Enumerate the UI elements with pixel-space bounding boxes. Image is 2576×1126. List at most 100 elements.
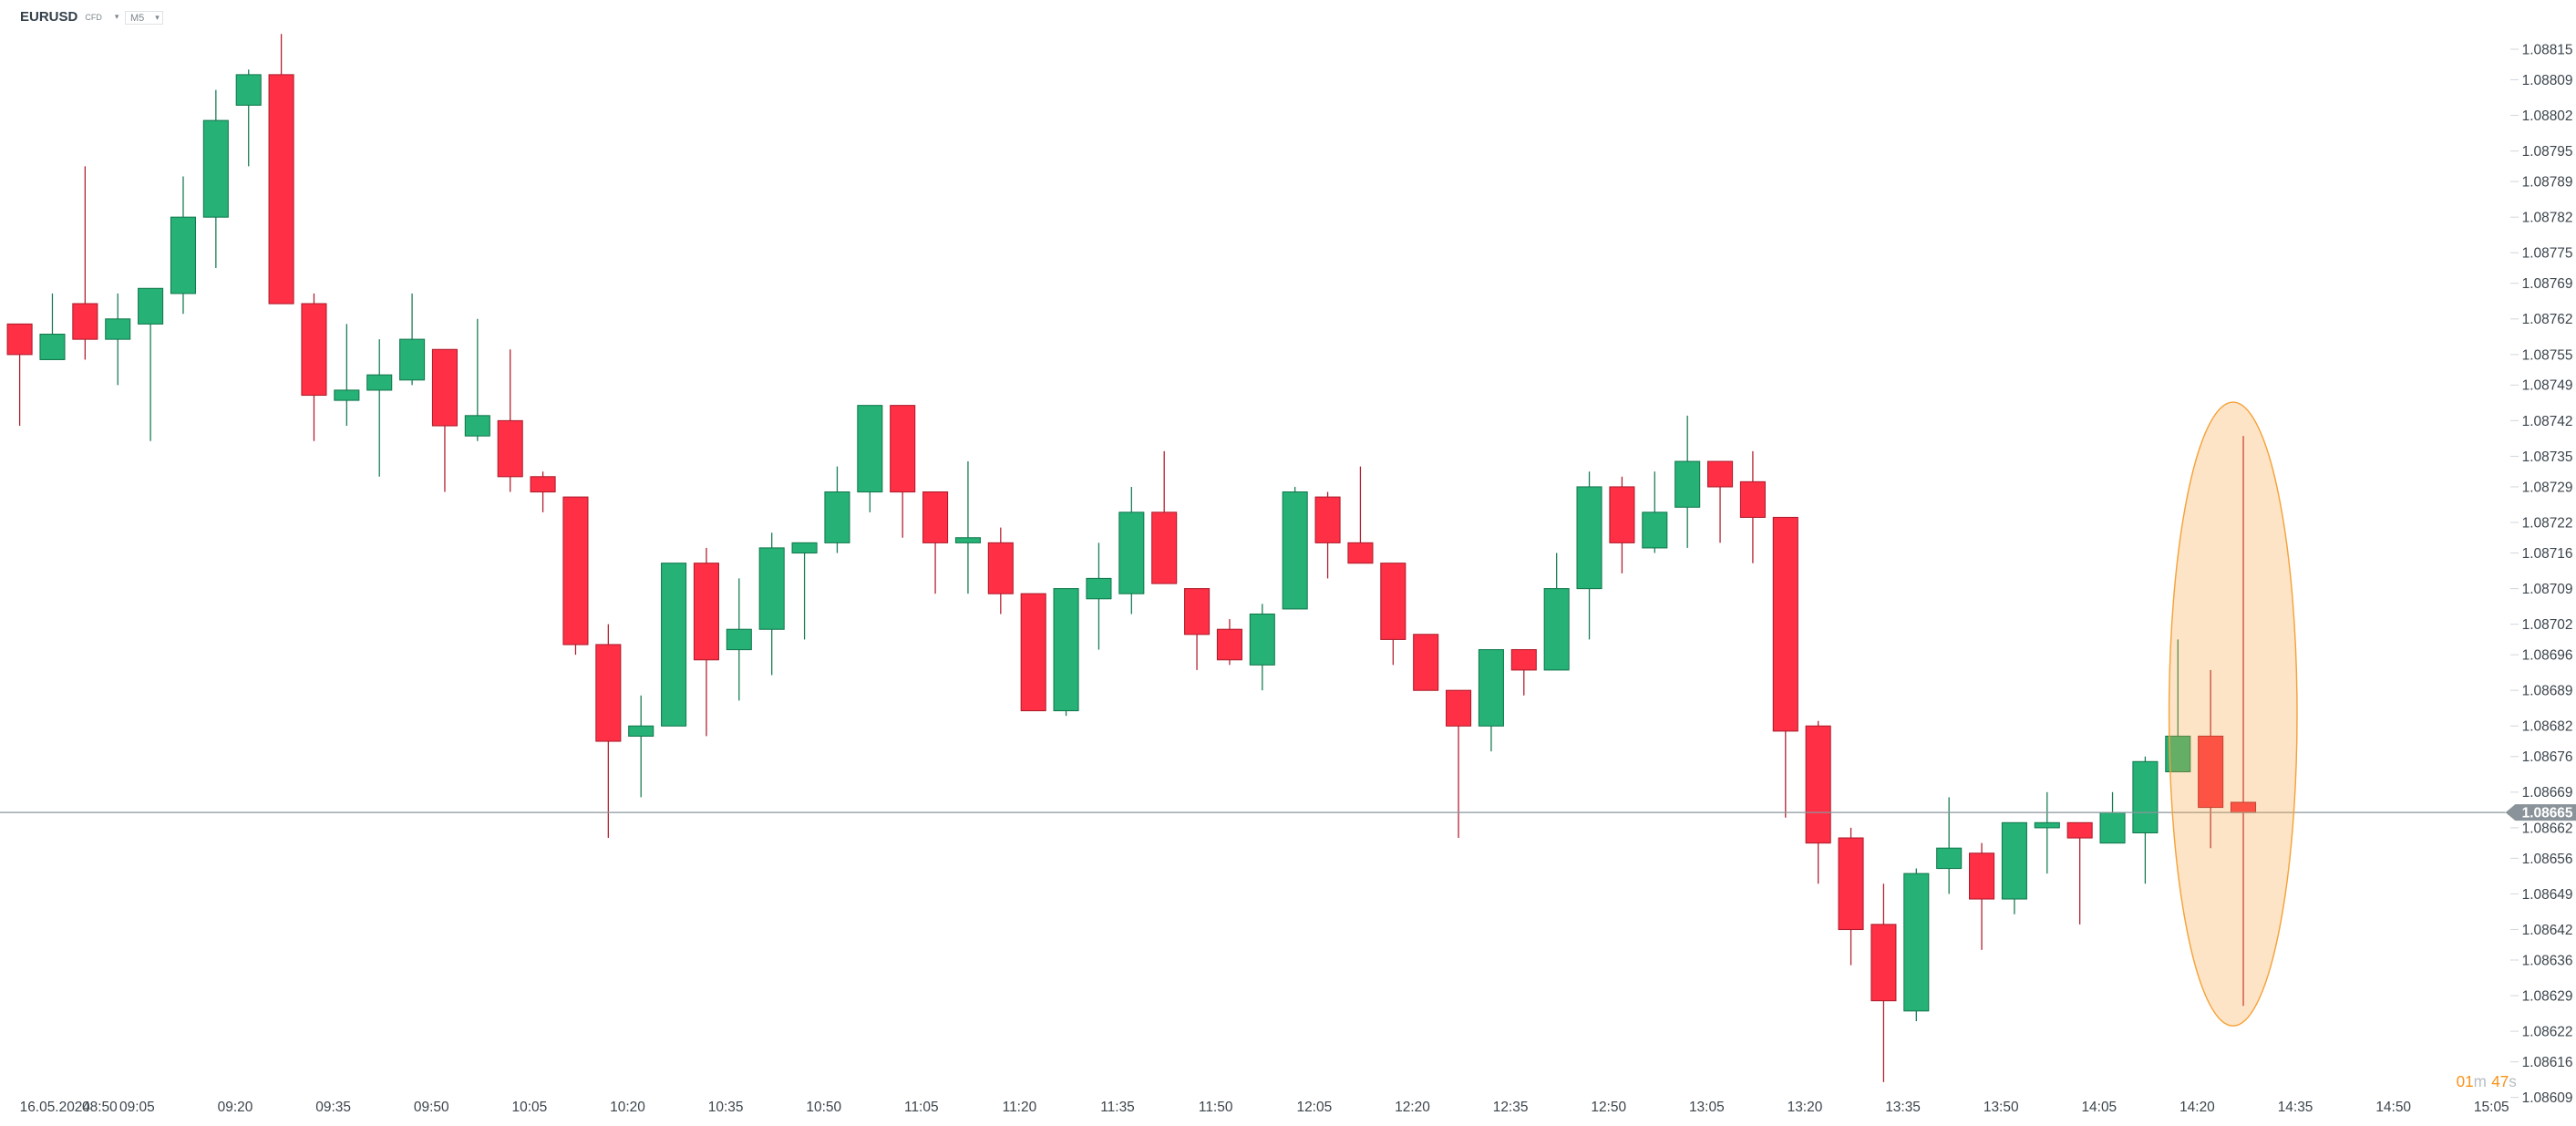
candle-bullish[interactable] — [758, 532, 785, 676]
candle-bullish[interactable] — [399, 293, 426, 386]
price-tick-label: 1.08709 — [2522, 582, 2573, 597]
price-axis[interactable]: 1.08815 1.08809 1.08802 1.08795 1.08789 1.087… — [2510, 42, 2573, 1106]
time-tick-label: 09:50 — [414, 1100, 449, 1115]
candle-bullish[interactable] — [1249, 604, 1275, 691]
candle-bullish[interactable] — [1543, 553, 1570, 671]
candle-bullish[interactable] — [39, 293, 66, 360]
candle-bullish[interactable] — [1576, 471, 1602, 640]
candle-bearish[interactable] — [1969, 842, 1995, 950]
candle-bearish[interactable] — [1739, 450, 1766, 563]
candle-body — [6, 323, 33, 356]
candle-bearish[interactable] — [72, 166, 98, 360]
candle-bullish[interactable] — [1936, 797, 1963, 894]
candle-bullish[interactable] — [1674, 415, 1701, 548]
candle-bullish[interactable] — [857, 405, 883, 512]
candle-bearish[interactable] — [1772, 516, 1798, 818]
candle-bearish[interactable] — [595, 624, 622, 839]
candle-bearish[interactable] — [1609, 476, 1635, 573]
candle-bullish[interactable] — [954, 461, 981, 594]
price-tick-label: 1.08662 — [2522, 821, 2573, 836]
candle-bearish[interactable] — [530, 471, 556, 512]
candle-bearish[interactable] — [1838, 827, 1864, 966]
candle-body — [72, 303, 98, 340]
candle-body — [661, 563, 687, 727]
price-tick-label: 1.08649 — [2522, 887, 2573, 903]
candle-bullish[interactable] — [2132, 756, 2159, 884]
candle-bearish[interactable] — [1870, 883, 1897, 1082]
candle-bearish[interactable] — [1020, 593, 1046, 712]
candle-bullish[interactable] — [366, 339, 393, 477]
candle-bullish[interactable] — [2165, 639, 2191, 773]
candle-bearish[interactable] — [562, 496, 589, 656]
candle-bearish[interactable] — [6, 323, 33, 426]
candle-bearish[interactable] — [1184, 588, 1211, 670]
candle-bearish[interactable] — [1446, 689, 1472, 839]
candle-bearish[interactable] — [1216, 619, 1242, 666]
candle-bearish[interactable] — [431, 348, 459, 492]
candle-bearish[interactable] — [2198, 669, 2224, 849]
time-tick-label: 10:35 — [708, 1100, 744, 1115]
candle-bullish[interactable] — [202, 89, 229, 268]
candle-bullish[interactable] — [2034, 791, 2060, 874]
candle-bullish[interactable] — [1478, 649, 1504, 752]
candle-bullish[interactable] — [1642, 471, 1668, 553]
candle-body — [1282, 491, 1308, 610]
candles-layer — [6, 34, 2257, 1082]
candle-bearish[interactable] — [693, 547, 719, 737]
candle-bullish[interactable] — [1053, 588, 1079, 717]
candle-body — [1216, 628, 1242, 661]
candle-body — [2001, 821, 2027, 900]
candle-bearish[interactable] — [1314, 491, 1341, 579]
time-tick-label: 13:20 — [1788, 1100, 1823, 1115]
candle-bearish[interactable] — [301, 293, 327, 441]
candle-bullish[interactable] — [105, 293, 131, 386]
candle-bullish[interactable] — [661, 563, 687, 727]
time-tick-label: 13:05 — [1689, 1100, 1725, 1115]
candle-body — [1936, 847, 1963, 870]
candle-bearish[interactable] — [1380, 563, 1406, 666]
candle-bullish[interactable] — [791, 542, 818, 640]
candle-body — [2132, 760, 2159, 834]
highlight-ellipse-annotation[interactable] — [2168, 401, 2298, 1027]
candle-body — [1543, 588, 1570, 671]
candle-bullish[interactable] — [170, 176, 197, 315]
candle-bearish[interactable] — [1413, 634, 1439, 691]
candle-bullish[interactable] — [726, 578, 752, 701]
candle-bullish[interactable] — [464, 318, 490, 441]
timeframe-dropdown[interactable]: M5 ▾ — [125, 11, 163, 25]
candle-bearish[interactable] — [1707, 460, 1734, 543]
candle-bullish[interactable] — [1903, 868, 1930, 1021]
candle-bullish[interactable] — [2099, 791, 2126, 844]
candle-body — [105, 318, 131, 340]
candle-bearish[interactable] — [1510, 649, 1537, 696]
symbol-selector[interactable]: EURUSD CFD ▾ — [20, 9, 118, 25]
candle-bearish[interactable] — [922, 491, 949, 594]
candle-bearish[interactable] — [987, 527, 1014, 615]
candle-bullish[interactable] — [1282, 486, 1308, 610]
candle-bullish[interactable] — [235, 69, 262, 167]
candle-body — [1642, 511, 1668, 549]
candle-bullish[interactable] — [1118, 486, 1145, 615]
candle-bearish[interactable] — [1805, 720, 1831, 884]
candle-bearish[interactable] — [890, 405, 916, 538]
time-tick-label: 09:05 — [119, 1100, 155, 1115]
candle-bullish[interactable] — [824, 466, 850, 553]
candle-bearish[interactable] — [497, 349, 523, 492]
candle-bearish[interactable] — [1347, 466, 1374, 564]
price-tick-label: 1.08669 — [2522, 785, 2573, 801]
candle-bullish[interactable] — [334, 324, 360, 426]
candle-bearish[interactable] — [1151, 450, 1178, 584]
time-tick-label: 10:05 — [512, 1100, 548, 1115]
chevron-down-icon: ▾ — [114, 12, 119, 21]
candle-bullish[interactable] — [138, 287, 164, 441]
time-tick-label: 10:20 — [610, 1100, 645, 1115]
candle-bullish[interactable] — [628, 695, 654, 798]
candle-bullish[interactable] — [1086, 542, 1112, 650]
time-tick-label: 11:20 — [1003, 1100, 1037, 1115]
candle-body — [1413, 634, 1439, 691]
candle-bearish[interactable] — [2066, 821, 2093, 925]
candle-bullish[interactable] — [2001, 821, 2027, 914]
candle-bearish[interactable] — [268, 34, 294, 305]
